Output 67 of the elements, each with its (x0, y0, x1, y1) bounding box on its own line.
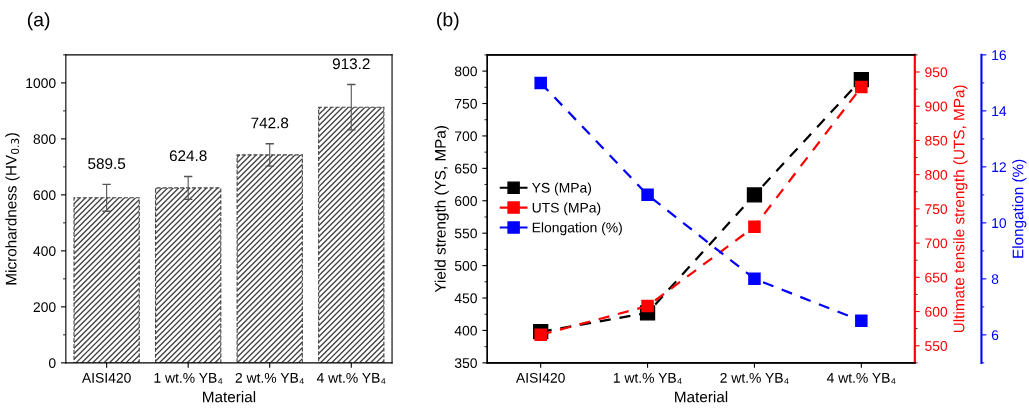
y2-tick-label: 850 (925, 135, 948, 146)
y-tick-label: 800 (33, 134, 56, 145)
y2-axis-title: Ultimate tensile strength (UTS, MPa) (953, 85, 968, 333)
x-tick-label: 4 wt.% YB₄ (316, 373, 386, 384)
y-tick-label: 450 (454, 293, 477, 304)
data-label: 624.8 (169, 150, 207, 162)
y-tick-label: 200 (33, 302, 56, 313)
y-axis-title: Microhardness (HV$_{0.3}$) (5, 133, 20, 285)
x-tick-label: 2 wt.% YB₄ (235, 372, 304, 384)
y-tick-label: 350 (454, 358, 477, 369)
point (534, 328, 547, 342)
data-label: 913.2 (332, 58, 370, 70)
legend-label: Elongation (%) (532, 222, 622, 236)
y-tick-label: 650 (455, 163, 477, 174)
x-tick-label: 4 wt.% YB₄ (826, 373, 896, 384)
y-tick-label: 400 (33, 246, 56, 257)
y2-tick-label: 600 (925, 306, 948, 317)
x-tick-label: 2 wt.% YB₄ (720, 372, 789, 384)
point (855, 80, 868, 94)
chart-title: (b) (437, 12, 459, 31)
y-tick-label: 400 (454, 325, 477, 336)
data-label: 742.8 (251, 117, 289, 129)
data-label: 589.5 (88, 158, 126, 170)
y2-tick-label: 900 (925, 101, 948, 112)
y3-tick-label: 12 (992, 162, 1006, 172)
x-tick-label: AISI420 (81, 372, 131, 383)
bar (155, 187, 222, 363)
point (534, 76, 547, 90)
y3-axis-title: Elongation (%) (1012, 159, 1027, 258)
y3-tick-label: 16 (992, 50, 1007, 61)
point (748, 220, 761, 233)
y2-tick-label: 650 (925, 272, 948, 283)
y2-tick-label: 950 (925, 67, 948, 78)
x-tick-label: 1 wt.% YB₄ (154, 373, 223, 384)
legend-label: YS (MPa) (531, 182, 592, 196)
x-tick-label: 1 wt.% YB₄ (613, 373, 682, 384)
x-axis-title: Material (203, 391, 256, 403)
y-tick-label: 0 (48, 358, 56, 369)
y-tick-label: 500 (454, 260, 477, 271)
y3-tick-label: 8 (991, 274, 999, 285)
y3-tick-label: 14 (992, 106, 1007, 116)
point (855, 314, 868, 328)
legend-label: UTS (MPa) (532, 202, 601, 216)
point (746, 187, 763, 203)
x-tick-label: AISI420 (516, 372, 565, 383)
y2-tick-label: 700 (925, 238, 948, 249)
y-tick-label: 700 (455, 131, 477, 142)
bar (318, 106, 385, 363)
point (641, 299, 654, 313)
y-axis-title: Yield strength (YS, MPa) (434, 126, 449, 293)
chart-title: (a) (27, 12, 50, 31)
y3-tick-label: 10 (992, 218, 1007, 229)
bar (236, 154, 303, 363)
y3-tick-label: 6 (991, 330, 999, 341)
bar (73, 197, 140, 363)
y-tick-label: 550 (454, 228, 477, 239)
y-tick-label: 800 (454, 66, 477, 77)
y-tick-label: 750 (455, 98, 477, 109)
y2-tick-label: 550 (925, 341, 948, 351)
y-tick-label: 600 (33, 190, 56, 201)
point (748, 272, 761, 286)
y-tick-label: 600 (455, 196, 477, 206)
y2-tick-label: 750 (925, 204, 948, 215)
point (641, 188, 654, 202)
y-tick-label: 1000 (26, 78, 56, 89)
y2-tick-label: 800 (925, 169, 948, 180)
x-axis-title: Material (675, 391, 728, 403)
